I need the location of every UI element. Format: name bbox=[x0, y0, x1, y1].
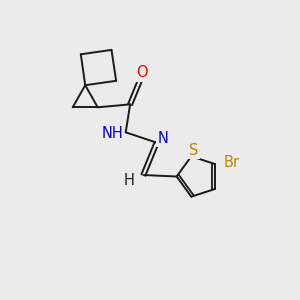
Text: H: H bbox=[124, 173, 135, 188]
Text: NH: NH bbox=[102, 126, 123, 141]
Text: N: N bbox=[158, 131, 169, 146]
Text: S: S bbox=[189, 143, 198, 158]
Text: Br: Br bbox=[223, 155, 239, 170]
Text: O: O bbox=[136, 65, 148, 80]
